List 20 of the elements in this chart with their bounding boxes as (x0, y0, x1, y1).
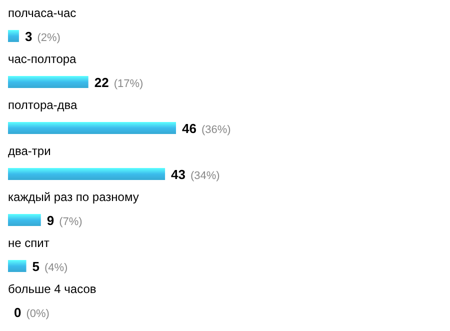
y-tick-label: полчаса-час (8, 6, 76, 20)
y-tick-label: два-три (8, 144, 51, 158)
data-label: 43 (34%) (171, 167, 220, 182)
y-tick-label: полтора-два (8, 98, 78, 112)
bar (8, 214, 41, 226)
data-label: 3 (2%) (24, 29, 60, 44)
bar (8, 76, 88, 88)
bar (8, 168, 166, 180)
data-label: 9 (7%) (46, 213, 82, 228)
y-tick-label: больше 4 часов (8, 282, 96, 296)
y-tick-label: час-полтора (8, 52, 77, 66)
bar (8, 260, 26, 272)
data-label: 5 (4%) (32, 259, 68, 274)
data-label: 46 (36%) (182, 121, 231, 136)
y-tick-label: каждый раз по разному (8, 190, 139, 204)
data-label: 22 (17%) (94, 75, 144, 90)
bar (8, 122, 176, 134)
y-tick-label: не спит (8, 236, 50, 250)
data-label: 0 (0%) (14, 305, 50, 320)
bar (8, 30, 19, 42)
